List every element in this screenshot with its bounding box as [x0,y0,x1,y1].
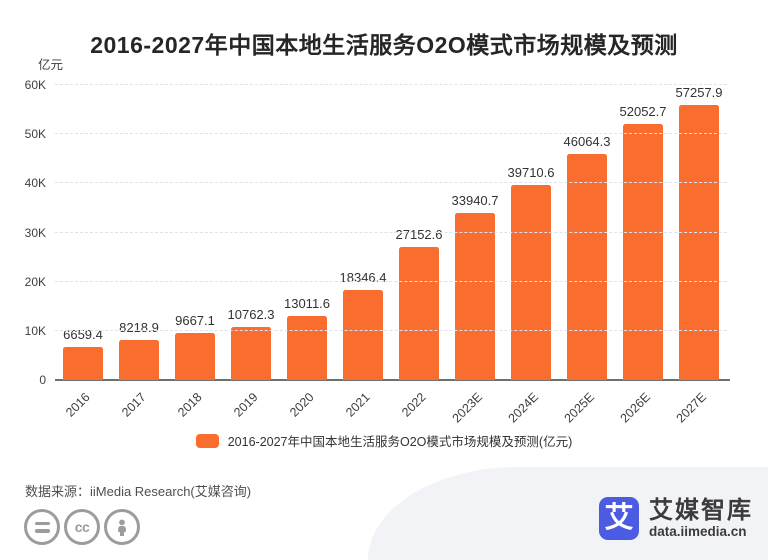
x-tick-label: 2023E [449,390,485,426]
bar-slot: 57257.9 2027E [671,85,727,425]
legend: 2016-2027年中国本地生活服务O2O模式市场规模及预测(亿元) [0,431,768,450]
bar [119,339,159,380]
bar-value-label: 9667.1 [175,312,215,328]
bar-value-label: 10762.3 [227,307,275,323]
data-source-text: 数据来源：iiMedia Research(艾媒咨询) [25,484,252,499]
equals-icon [24,509,60,545]
bar-slot: 10762.3 2019 [223,85,279,419]
bar [567,153,607,380]
bar-slot: 18346.4 2021 [335,85,391,420]
logo-name: 艾媒智库 [649,497,753,524]
logo-domain: data.iimedia.cn [649,524,747,539]
bar-slot: 13011.6 2020 [279,85,335,420]
x-tick-label: 2019 [231,390,261,420]
gridline [55,84,727,85]
bar-value-label: 39710.6 [507,164,555,180]
bar [455,213,495,380]
bar-slot: 39710.6 2024E [503,85,559,426]
legend-marker [195,433,219,448]
gridline [55,133,727,135]
bar [231,327,271,380]
plot-area: 6659.4 2016 8218.9 2017 9667.1 2018 10762.3 201… [25,78,730,426]
x-tick-label: 2021 [343,390,373,420]
bars-row: 6659.4 2016 8218.9 2017 9667.1 2018 10762.3 201… [55,85,727,426]
y-tick-label: 60K [24,78,46,92]
bar-value-label: 33940.7 [451,193,499,209]
bar-slot: 6659.4 2016 [55,85,111,420]
bar-value-label: 18346.4 [339,269,387,285]
bar-value-label: 6659.4 [63,327,103,343]
cc-icon: cc [64,509,100,545]
bar-slot: 9667.1 2018 [167,85,223,420]
person-icon [104,509,140,545]
x-tick-label: 2016 [63,390,93,420]
x-tick-label: 2025E [561,390,597,426]
y-tick-label: 30K [24,225,46,240]
x-tick-label: 2022 [399,390,429,420]
bar-slot: 27152.6 2022 [391,85,447,420]
gridline [55,280,727,282]
bar [175,332,215,380]
bar-value-label: 8218.9 [119,319,159,335]
brand-swoosh [368,467,768,560]
y-tick-label: 0 [39,373,46,387]
bar-slot: 46064.3 2025E [559,85,615,426]
gridline [55,329,727,331]
x-tick-label: 2020 [287,390,317,420]
y-tick-label: 20K [24,274,46,289]
y-tick-label: 10K [24,323,46,338]
bar-slot: 8218.9 2017 [111,85,167,420]
gridline [55,182,727,184]
iimedia-logo-icon: 艾 [599,497,639,540]
bar-slot: 52052.7 2026E [615,85,671,425]
brand-logo: 艾 艾媒智库 data.iimedia.cn [599,497,753,540]
bar [63,347,103,380]
bar [343,289,383,380]
bar-slot: 33940.7 2023E [447,85,503,425]
x-tick-label: 2024E [505,390,541,426]
x-tick-label: 2018 [175,390,205,420]
y-tick-label: 50K [24,127,46,142]
bar-value-label: 46064.3 [563,133,611,149]
x-tick-label: 2017 [119,390,149,420]
bar [623,124,663,380]
bar [399,246,439,380]
x-axis-line [55,379,730,381]
bar-value-label: 52052.7 [619,104,667,120]
bar [287,316,327,380]
bar-value-label: 13011.6 [283,296,331,311]
legend-label: 2016-2027年中国本地生活服务O2O模式市场规模及预测(亿元) [227,435,573,449]
bar [511,184,551,380]
y-tick-label: 40K [24,176,46,191]
bar-value-label: 27152.6 [395,226,443,242]
page-title: 2016-2027年中国本地生活服务O2O模式市场规模及预测 [90,32,678,58]
bar-value-label: 57257.9 [675,85,723,100]
license-icons: cc [24,509,140,545]
y-axis-unit-label: 亿元 [38,58,64,72]
bar [679,105,719,380]
x-tick-label: 2027E [673,390,709,426]
x-tick-label: 2026E [617,390,653,426]
gridline [55,231,727,233]
